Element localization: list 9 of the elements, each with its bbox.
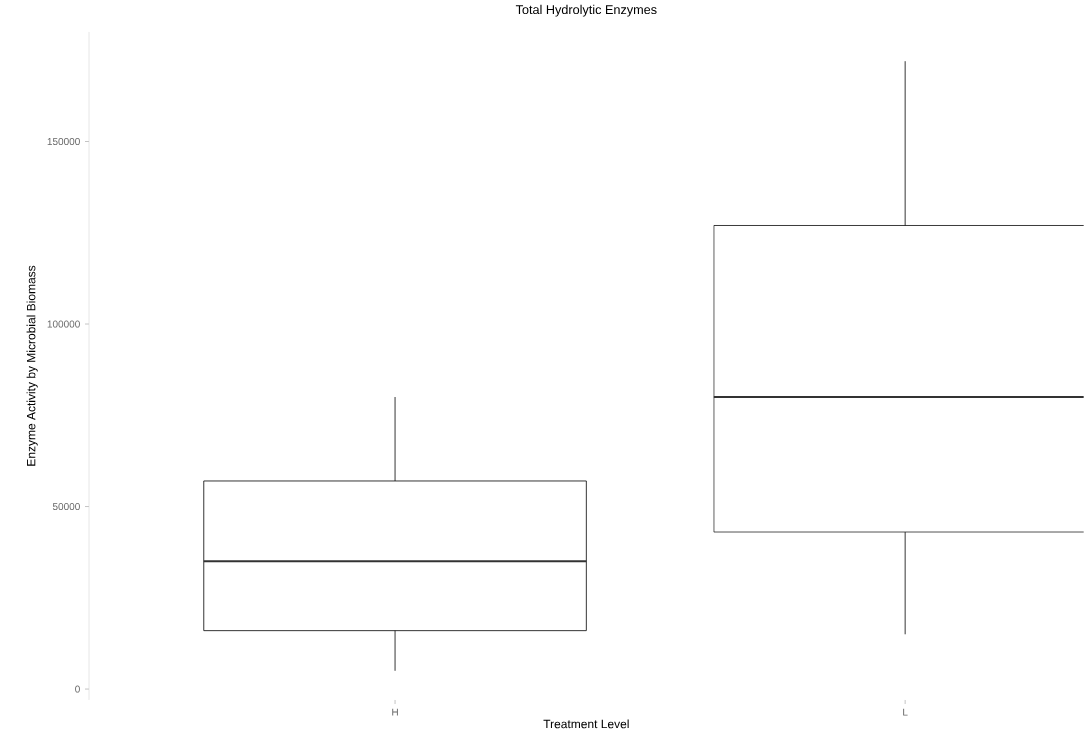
y-tick-label: 50000 <box>52 502 80 511</box>
y-tick-label: 150000 <box>47 137 80 146</box>
y-tick-label: 100000 <box>47 320 80 328</box>
y-tick-label: 0 <box>75 685 80 693</box>
y-axis-title: Enzyme Activity by Microbial Biomass <box>26 265 38 466</box>
x-axis-title: Treatment Level <box>543 719 629 729</box>
x-tick-label: L <box>903 708 908 716</box>
chart-title: Total Hydrolytic Enzymes <box>515 4 657 17</box>
x-tick-label: H <box>392 708 398 716</box>
